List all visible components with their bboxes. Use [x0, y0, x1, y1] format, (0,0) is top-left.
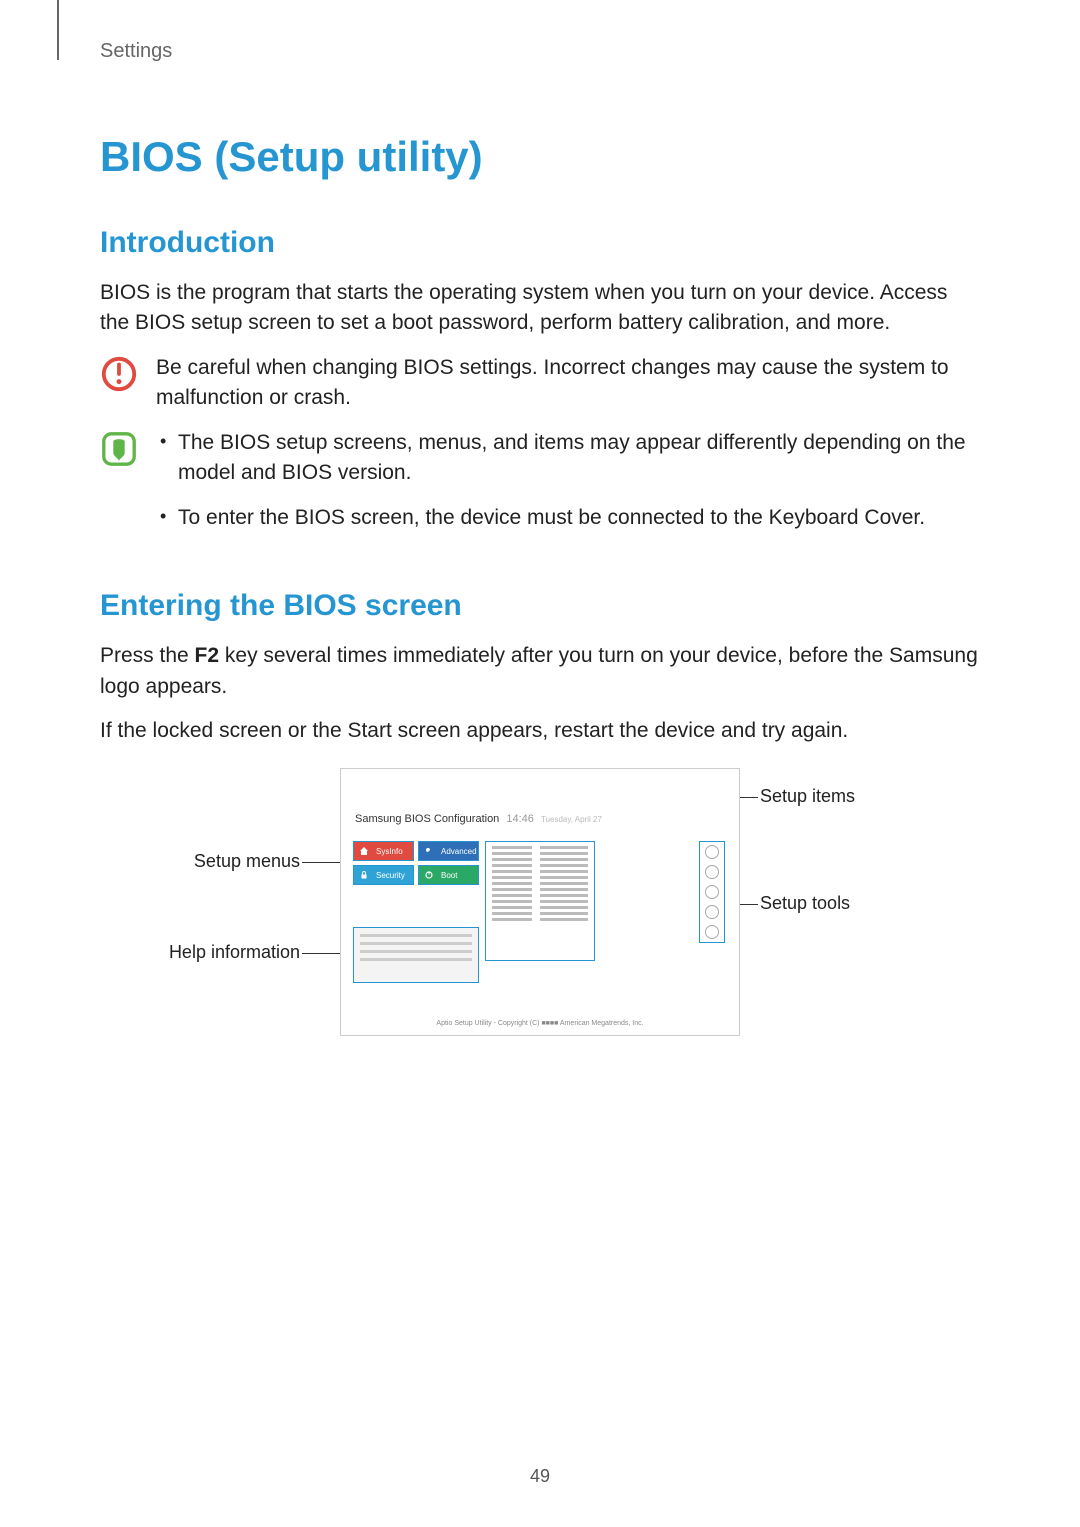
label-setup-menus: Setup menus: [170, 851, 300, 872]
bios-window: Samsung BIOS Configuration 14:46 Tuesday…: [340, 768, 740, 1036]
warning-text: Be careful when changing BIOS settings. …: [156, 353, 980, 414]
bios-window-title: Samsung BIOS Configuration 14:46 Tuesday…: [341, 769, 739, 833]
note-icon: [100, 430, 138, 468]
bios-tools-box: [699, 841, 725, 943]
label-setup-tools: Setup tools: [760, 893, 850, 914]
home-icon: [354, 842, 374, 860]
menu-label: Boot: [439, 871, 457, 880]
menu-label: Security: [374, 871, 405, 880]
intro-paragraph: BIOS is the program that starts the oper…: [100, 278, 980, 339]
menu-label: Advanced: [439, 847, 477, 856]
document-page: Settings BIOS (Setup utility) Introducti…: [0, 0, 1080, 1098]
page-number: 49: [0, 1466, 1080, 1487]
warning-icon: [100, 355, 138, 393]
bios-diagram: Setup menus Help information Setup items…: [100, 768, 980, 1098]
bios-title-text: Samsung BIOS Configuration: [355, 813, 499, 825]
page-title: BIOS (Setup utility): [100, 133, 980, 181]
text-fragment: key several times immediately after you …: [100, 644, 978, 697]
text-fragment: Press the: [100, 644, 195, 667]
note-callout: The BIOS setup screens, menus, and items…: [100, 428, 980, 547]
note-list: The BIOS setup screens, menus, and items…: [156, 428, 980, 547]
label-help-info: Help information: [150, 942, 300, 963]
menu-advanced: Advanced: [418, 841, 479, 861]
help-icon: [705, 845, 719, 859]
note-item: The BIOS setup screens, menus, and items…: [156, 428, 980, 489]
exit-icon: [705, 925, 719, 939]
menu-label: SysInfo: [374, 847, 403, 856]
bios-help-box: [353, 927, 479, 983]
restore-icon: [705, 885, 719, 899]
breadcrumb: Settings: [100, 40, 980, 63]
power-icon: [419, 866, 439, 884]
bios-menu-group: SysInfo Advanced: [353, 841, 479, 889]
key-name: F2: [195, 644, 220, 667]
bios-footer-text: Aptio Setup Utility - Copyright (C) ■■■■…: [341, 1020, 739, 1027]
bios-date: Tuesday, April 27: [541, 815, 602, 824]
label-setup-items: Setup items: [760, 786, 855, 807]
wrench-icon: [419, 842, 439, 860]
warning-callout: Be careful when changing BIOS settings. …: [100, 353, 980, 414]
menu-sysinfo: SysInfo: [353, 841, 414, 861]
section-heading-entering: Entering the BIOS screen: [100, 589, 980, 623]
bios-items-box: [485, 841, 595, 961]
default-icon: [705, 865, 719, 879]
menu-security: Security: [353, 865, 414, 885]
entering-p1: Press the F2 key several times immediate…: [100, 641, 980, 702]
bios-clock: 14:46: [506, 813, 534, 825]
page-cut-mark: [57, 0, 59, 60]
lock-icon: [354, 866, 374, 884]
section-heading-introduction: Introduction: [100, 226, 980, 260]
save-icon: [705, 905, 719, 919]
menu-boot: Boot: [418, 865, 479, 885]
note-item: To enter the BIOS screen, the device mus…: [156, 503, 980, 533]
entering-p2: If the locked screen or the Start screen…: [100, 716, 980, 746]
